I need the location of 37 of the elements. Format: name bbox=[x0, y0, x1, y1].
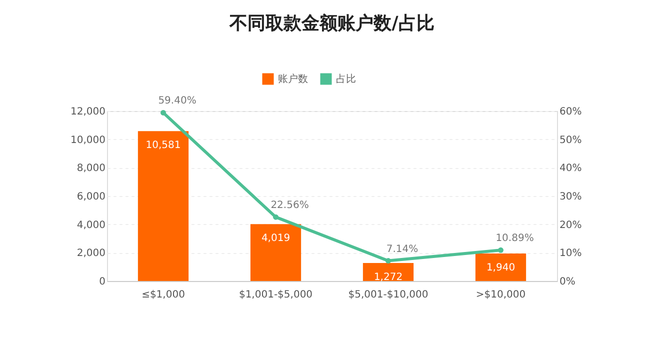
chart-title: 不同取款金额账户数/占比 bbox=[228, 13, 434, 34]
bar bbox=[362, 262, 414, 281]
data-label: 59.40% bbox=[158, 96, 196, 107]
y2-tick-label: 50% bbox=[560, 134, 582, 146]
y2-tick-label: 0% bbox=[560, 276, 576, 288]
y2-tick-label: 30% bbox=[560, 192, 582, 202]
data-label: 1,940 bbox=[486, 262, 516, 274]
y-tick-label: 6,000 bbox=[76, 192, 106, 202]
y2-tick-label: 60% bbox=[560, 106, 582, 118]
bar bbox=[250, 224, 302, 281]
legend-label: 账户数 bbox=[278, 73, 308, 85]
point bbox=[160, 110, 166, 116]
y-tick-label: 8,000 bbox=[76, 163, 106, 174]
data-label: 1,272 bbox=[374, 272, 403, 283]
x-tick-label: ≤$1,000 bbox=[142, 290, 185, 300]
legend-label: 占比 bbox=[336, 73, 356, 85]
bar bbox=[138, 131, 189, 281]
y-tick-label: 0 bbox=[99, 276, 106, 288]
y-tick-label: 10,000 bbox=[70, 134, 106, 146]
point bbox=[498, 247, 504, 253]
y2-tick-label: 40% bbox=[560, 163, 582, 174]
y-tick-label: 12,000 bbox=[70, 106, 106, 118]
point bbox=[273, 214, 278, 220]
bar bbox=[475, 254, 526, 281]
x-tick-label: $5,001-$10,000 bbox=[348, 290, 428, 300]
data-label: 10,581 bbox=[146, 140, 181, 152]
data-label: 4,019 bbox=[261, 233, 290, 244]
y-tick-label: 4,000 bbox=[76, 220, 106, 231]
x-tick-label: $1,001-$5,000 bbox=[238, 290, 313, 300]
y2-tick-label: 10% bbox=[560, 248, 582, 260]
y-tick-label: 2,000 bbox=[76, 248, 106, 260]
data-label: 10.89% bbox=[496, 233, 534, 244]
data-label: 7.14% bbox=[386, 244, 418, 255]
point bbox=[386, 258, 391, 264]
data-label: 22.56% bbox=[270, 200, 309, 212]
x-tick-label: >$10,000 bbox=[476, 290, 526, 300]
y2-tick-label: 20% bbox=[560, 220, 582, 231]
